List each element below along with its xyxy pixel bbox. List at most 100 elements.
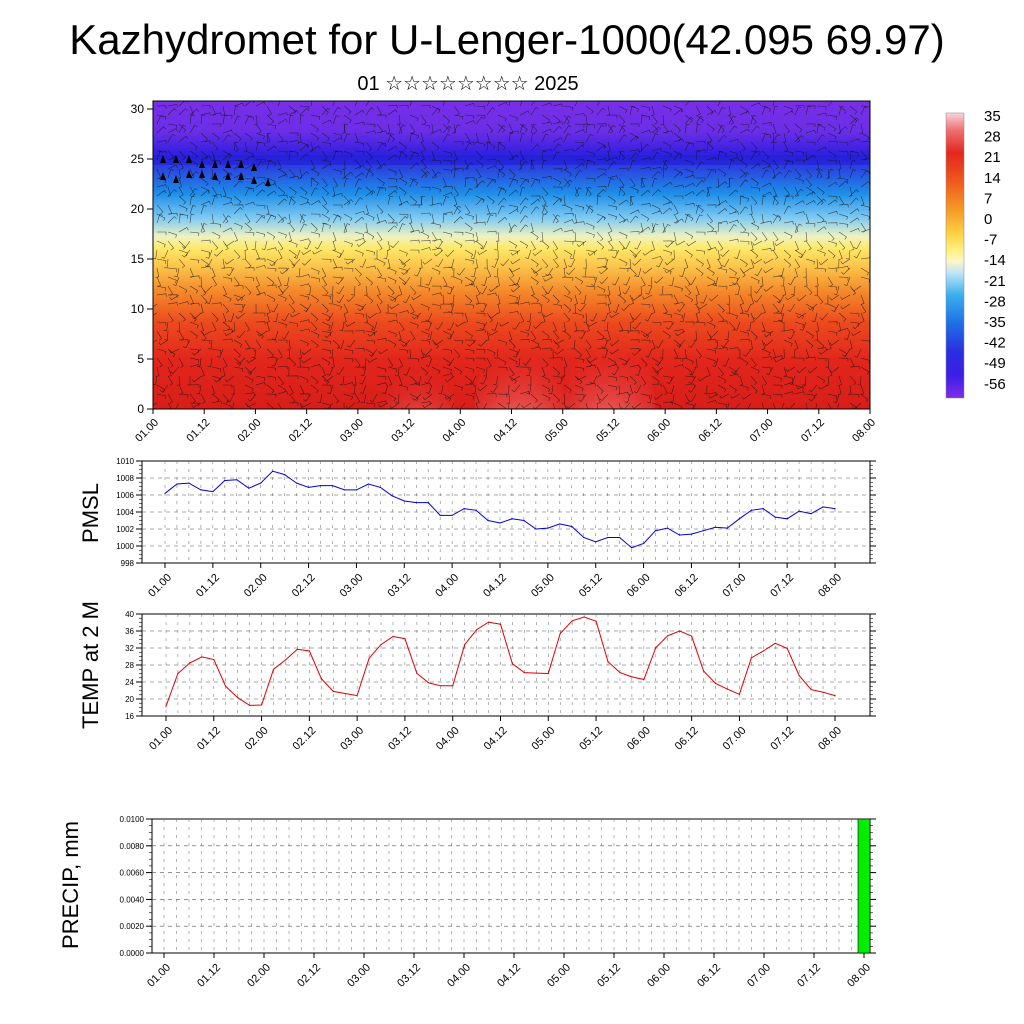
wind-barb xyxy=(277,173,288,179)
wind-barb xyxy=(211,267,216,278)
wind-barb xyxy=(167,212,178,217)
wind-barb xyxy=(827,114,838,120)
wind-barb xyxy=(475,114,486,119)
wind-barb xyxy=(816,240,824,251)
wind-barb xyxy=(574,113,585,117)
xaxis-tick-label: 08.00 xyxy=(845,962,873,990)
wind-barb xyxy=(787,303,796,312)
wind-barb xyxy=(480,303,488,313)
wind-barb xyxy=(838,105,847,115)
wind-barb xyxy=(629,160,636,170)
wind-barb xyxy=(644,312,653,322)
wind-barb xyxy=(761,182,772,188)
data-point xyxy=(774,516,776,518)
wind-barb xyxy=(695,258,704,267)
wind-barb xyxy=(805,123,816,127)
wind-barb xyxy=(270,303,279,313)
wind-barb xyxy=(640,105,651,112)
wind-barb xyxy=(425,384,433,394)
wind-barb xyxy=(288,402,299,406)
wind-barb xyxy=(420,159,427,170)
wind-barb xyxy=(596,101,601,107)
wind-barb xyxy=(364,222,368,233)
wind-barb xyxy=(706,247,717,251)
wind-barb xyxy=(288,105,297,115)
wind-barb xyxy=(354,159,362,169)
wind-barb xyxy=(354,121,365,126)
wind-barb xyxy=(818,258,829,266)
wind-barb xyxy=(500,258,510,267)
wind-barb xyxy=(277,186,286,196)
wind-barb xyxy=(827,393,838,400)
wind-barb xyxy=(244,115,252,125)
data-point xyxy=(750,657,753,659)
wind-barb xyxy=(376,143,385,152)
wind-barb xyxy=(606,150,610,161)
wind-barb xyxy=(706,366,711,377)
wind-barb xyxy=(266,132,272,143)
wind-barb xyxy=(332,107,341,116)
xaxis-tick-label: 06.12 xyxy=(697,417,725,445)
wind-barb xyxy=(354,276,361,287)
wind-barb xyxy=(299,213,306,224)
wind-barb xyxy=(533,321,543,329)
wind-barb xyxy=(243,141,248,152)
xaxis-tick-label: 07.00 xyxy=(721,725,749,753)
xaxis-tick-label: 05.12 xyxy=(595,962,623,990)
wind-barb xyxy=(354,101,358,107)
wind-barb xyxy=(266,339,277,343)
wind-barb xyxy=(510,258,521,265)
wind-barb xyxy=(156,105,167,109)
wind-barb xyxy=(321,312,331,320)
wind-barb xyxy=(599,393,609,401)
wind-barb xyxy=(563,148,574,153)
wind-barb xyxy=(310,168,320,177)
wind-barb xyxy=(288,303,296,314)
xaxis-tick-label: 03.00 xyxy=(345,962,373,990)
wind-barb xyxy=(409,123,416,134)
wind-barb xyxy=(611,366,620,376)
wind-barb xyxy=(508,267,515,278)
wind-barb xyxy=(288,175,299,180)
wind-barb xyxy=(431,141,440,151)
wind-barb xyxy=(222,338,233,343)
wind-barb xyxy=(530,195,541,199)
wind-barb xyxy=(442,101,446,107)
wind-barb xyxy=(178,258,186,269)
wind-barb xyxy=(431,238,442,243)
wind-barb xyxy=(310,312,319,322)
wind-barb xyxy=(776,294,785,304)
wind-barb xyxy=(816,123,826,131)
wind-barb xyxy=(387,294,397,303)
wind-barb xyxy=(310,101,313,107)
wind-barb xyxy=(266,348,274,358)
wind-barb xyxy=(354,210,365,215)
wind-barb xyxy=(178,357,184,368)
data-point xyxy=(762,508,764,510)
xaxis-tick-label: 03.00 xyxy=(338,725,366,753)
wind-barb xyxy=(342,159,346,170)
wind-barb xyxy=(244,258,252,269)
data-point xyxy=(331,485,334,487)
xaxis-tick-label: 02.00 xyxy=(236,417,264,445)
wind-barb xyxy=(750,258,755,269)
wind-barb xyxy=(321,285,329,296)
wind-barb xyxy=(574,204,585,211)
wind-barb xyxy=(251,348,257,359)
wind-barb xyxy=(706,213,713,224)
wind-barb xyxy=(552,294,560,304)
plot-frame xyxy=(151,818,871,954)
wind-barb xyxy=(211,302,222,306)
wind-barb xyxy=(728,139,739,143)
wind-barb xyxy=(585,204,594,214)
data-point xyxy=(380,644,382,646)
data-point xyxy=(643,542,645,545)
wind-barb xyxy=(771,240,776,251)
wind-barb xyxy=(277,140,288,145)
wind-barb xyxy=(281,330,290,340)
wind-barb xyxy=(387,366,398,373)
wind-barb xyxy=(582,267,587,278)
wind-barb xyxy=(849,365,860,370)
wind-barb xyxy=(222,267,233,271)
